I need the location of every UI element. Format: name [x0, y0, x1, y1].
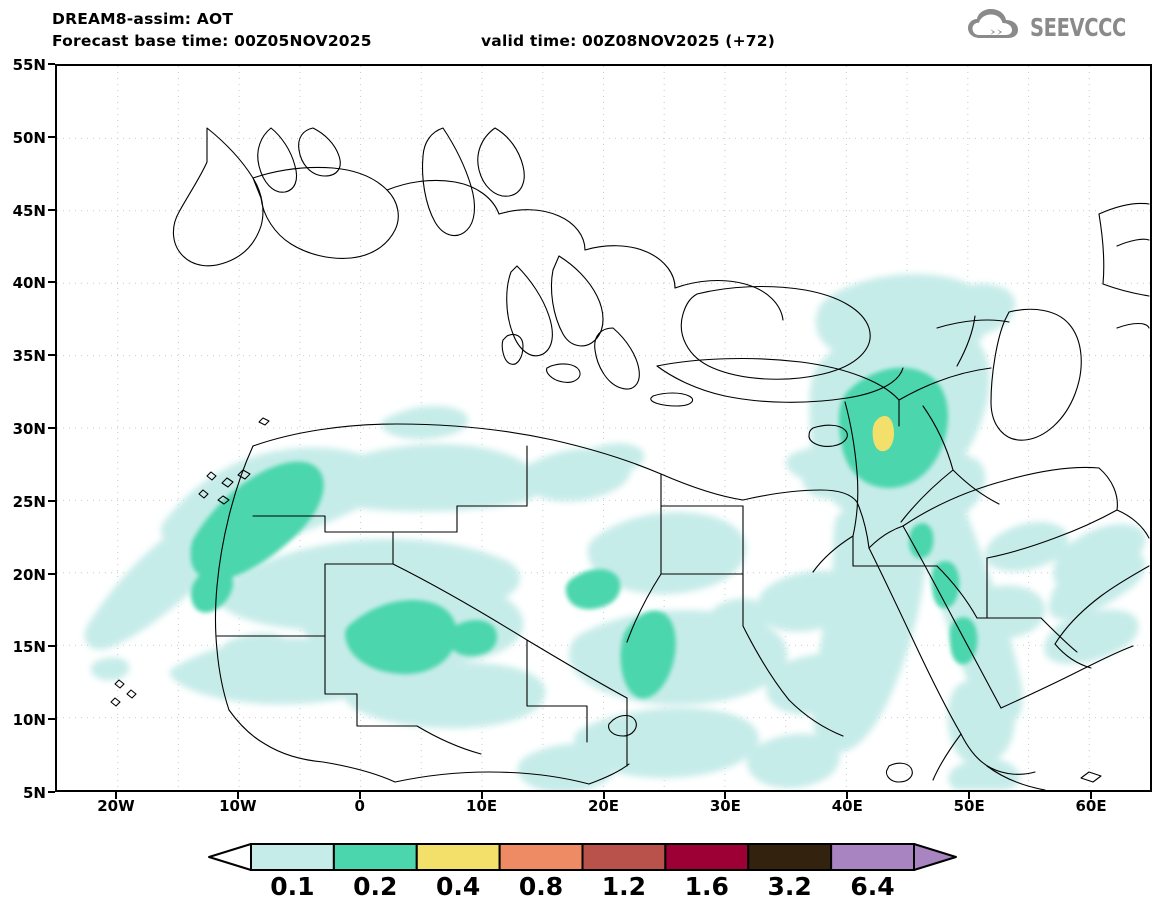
map-svg — [57, 66, 1150, 790]
colorbar-tick-label: 1.2 — [601, 872, 647, 901]
colorbar-cell[interactable] — [415, 843, 501, 871]
x-axis-tick — [602, 792, 605, 799]
x-axis-tick — [724, 792, 727, 799]
x-axis-tick — [968, 792, 971, 799]
y-axis-tick — [48, 499, 55, 502]
colorbar-cell[interactable] — [830, 843, 915, 871]
x-axis-label: 60E — [1075, 797, 1107, 815]
valid-time-label: valid time: 00Z08NOV2025 (+72) — [481, 32, 776, 50]
y-axis-label: 40N — [12, 274, 46, 293]
x-axis-label: 20E — [587, 797, 620, 815]
colorbar-tick-label: 3.2 — [767, 872, 812, 901]
x-axis-tick — [358, 792, 361, 799]
x-axis-tick — [114, 792, 117, 799]
colorbar-swatches — [208, 843, 957, 871]
y-axis-label: 10N — [12, 711, 46, 730]
x-axis-label: 10E — [466, 797, 498, 815]
x-axis-label: 20W — [97, 797, 135, 815]
x-axis-tick — [1090, 792, 1093, 799]
aot-band-0.2 — [190, 367, 978, 699]
colorbar-tick-label: 0.8 — [518, 872, 564, 901]
y-axis-label: 30N — [12, 420, 46, 438]
forecast-base-time-label: Forecast base time: 00Z05NOV2025 — [52, 32, 372, 50]
map-coastlines — [110, 127, 1150, 790]
y-axis-tick — [48, 718, 55, 721]
colorbar-tick-label: 0.1 — [270, 872, 315, 901]
map-plot-area[interactable] — [55, 64, 1152, 792]
colorbar-tick-label: 0.2 — [353, 872, 398, 901]
colorbar-cell[interactable] — [581, 843, 667, 871]
y-axis-tick — [48, 208, 55, 211]
y-axis-tick — [48, 354, 55, 357]
y-axis-label: 50N — [12, 128, 46, 147]
colorbar[interactable]: 0.1 0.2 0.4 0.8 1.2 1.6 3.2 6.4 — [0, 836, 1165, 905]
y-axis-label: 5N — [23, 784, 46, 802]
y-axis-label: 35N — [12, 347, 46, 366]
y-axis-tick — [48, 645, 55, 648]
x-axis-label: 10W — [219, 797, 257, 815]
y-axis-label: 20N — [12, 565, 46, 584]
aot-band-0.4 — [872, 416, 895, 452]
y-axis-label: 15N — [12, 638, 46, 657]
x-axis-tick — [480, 792, 483, 799]
colorbar-cell[interactable] — [332, 843, 418, 871]
x-axis-label: 50E — [953, 797, 985, 815]
colorbar-tick-label: 0.4 — [436, 872, 481, 901]
y-axis-tick — [48, 427, 55, 429]
colorbar-cell[interactable] — [250, 843, 335, 871]
x-axis-label: 0 — [354, 797, 365, 815]
header: DREAM8-assim: AOT Forecast base time: 00… — [0, 0, 1165, 62]
cloud-wind-icon — [966, 8, 1024, 46]
y-axis-label: 25N — [12, 492, 46, 511]
x-axis-label: 30E — [709, 797, 741, 815]
y-axis-label: 55N — [12, 56, 46, 74]
y-axis-tick — [48, 281, 55, 284]
x-axis-tick — [236, 792, 239, 799]
x-axis-label: 40E — [831, 797, 863, 815]
colorbar-cell[interactable] — [498, 843, 584, 871]
page-title: DREAM8-assim: AOT — [52, 10, 234, 28]
seevccc-logo: SEEVCCC — [966, 8, 1153, 46]
y-axis-tick — [48, 791, 55, 793]
colorbar-cell[interactable] — [747, 843, 833, 871]
colorbar-cell[interactable] — [664, 843, 750, 871]
colorbar-tick-label: 6.4 — [850, 872, 895, 901]
y-axis-tick — [48, 572, 55, 575]
aot-band-0.1 — [84, 274, 1146, 790]
colorbar-under-cap — [208, 843, 252, 871]
colorbar-tick-label: 1.6 — [684, 872, 729, 901]
y-axis-label: 45N — [12, 201, 46, 220]
y-axis-tick — [48, 63, 55, 65]
y-axis-tick — [48, 135, 55, 138]
x-axis-tick — [846, 792, 849, 799]
logo-text: SEEVCCC — [1029, 12, 1126, 42]
colorbar-over-cap — [913, 843, 957, 871]
